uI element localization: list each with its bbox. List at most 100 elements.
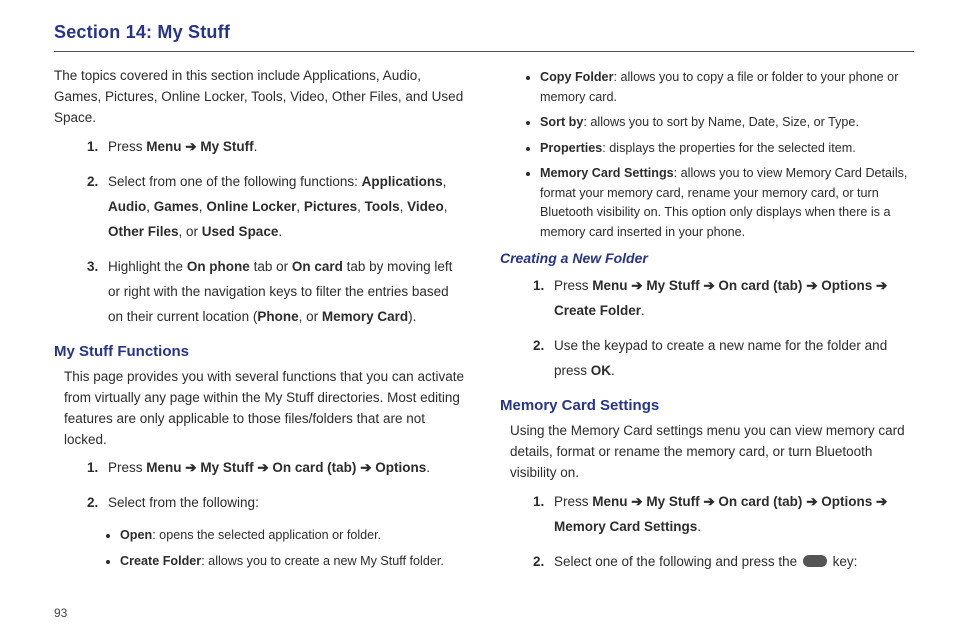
create-step-2: Use the keypad to create a new name for … [548, 334, 912, 384]
bold: Other Files [108, 224, 179, 239]
bold: Menu [592, 278, 627, 293]
heading-my-stuff-functions: My Stuff Functions [54, 340, 466, 363]
bullet-open: Open: opens the selected application or … [120, 526, 466, 546]
intro-steps: Press Menu ➔ My Stuff. Select from one o… [54, 135, 466, 330]
functions-intro: This page provides you with several func… [64, 367, 466, 451]
functions-step-1: Press Menu ➔ My Stuff ➔ On card (tab) ➔ … [102, 456, 466, 481]
text: , [296, 199, 304, 214]
bold: Menu [592, 494, 627, 509]
bullet-create-folder: Create Folder: allows you to create a ne… [120, 552, 466, 572]
bold: Pictures [304, 199, 357, 214]
text: , [443, 174, 447, 189]
bold: Options [375, 460, 426, 475]
ok-key-icon [803, 555, 827, 567]
bold: On card [292, 259, 343, 274]
bold: On card (tab) [718, 494, 802, 509]
bullet-properties: Properties: displays the properties for … [540, 139, 912, 159]
text: Select one of the following and press th… [554, 554, 801, 569]
bold: OK [591, 363, 611, 378]
intro-text: The topics covered in this section inclu… [54, 66, 466, 129]
text: Press [554, 278, 592, 293]
arrow-icon: ➔ [628, 278, 647, 293]
text: . [426, 460, 430, 475]
section-title: Section 14: My Stuff [54, 22, 914, 43]
bullet-copy-folder: Copy Folder: allows you to copy a file o… [540, 68, 912, 107]
text: Press [108, 460, 146, 475]
text: Highlight the [108, 259, 187, 274]
bold: My Stuff [646, 278, 699, 293]
bold: Used Space [202, 224, 279, 239]
text: Select from one of the following functio… [108, 174, 362, 189]
arrow-icon: ➔ [254, 460, 273, 475]
text: . [641, 303, 645, 318]
text: . [278, 224, 282, 239]
bold: On card (tab) [718, 278, 802, 293]
text: Press [108, 139, 146, 154]
functions-step-2: Select from the following: [102, 491, 466, 516]
memory-step-1: Press Menu ➔ My Stuff ➔ On card (tab) ➔ … [548, 490, 912, 540]
bold: Games [154, 199, 199, 214]
document-page: Section 14: My Stuff The topics covered … [0, 0, 954, 603]
bold: Menu [146, 460, 181, 475]
right-column: Copy Folder: allows you to copy a file o… [500, 66, 912, 585]
bold: Open [120, 528, 152, 542]
arrow-icon: ➔ [182, 139, 201, 154]
text: , or [299, 309, 322, 324]
functions-steps: Press Menu ➔ My Stuff ➔ On card (tab) ➔ … [54, 456, 466, 516]
bold: Sort by [540, 115, 583, 129]
bold: Properties [540, 141, 602, 155]
text: . [611, 363, 615, 378]
text: , or [179, 224, 202, 239]
page-number: 93 [54, 606, 67, 620]
bold: Copy Folder [540, 70, 613, 84]
bold: Audio [108, 199, 146, 214]
bold: Memory Card Settings [540, 166, 674, 180]
title-divider [54, 51, 914, 52]
memory-steps: Press Menu ➔ My Stuff ➔ On card (tab) ➔ … [500, 490, 912, 575]
bullet-memory-card-settings: Memory Card Settings: allows you to view… [540, 164, 912, 242]
bold: Online Locker [206, 199, 296, 214]
step-3: Highlight the On phone tab or On card ta… [102, 255, 466, 330]
heading-memory-card-settings: Memory Card Settings [500, 394, 912, 417]
step-1: Press Menu ➔ My Stuff. [102, 135, 466, 160]
step-2: Select from one of the following functio… [102, 170, 466, 245]
bold: Memory Card [322, 309, 408, 324]
bold: Phone [257, 309, 298, 324]
memory-intro: Using the Memory Card settings menu you … [510, 421, 912, 484]
arrow-icon: ➔ [872, 278, 887, 293]
arrow-icon: ➔ [802, 278, 821, 293]
text: Press [554, 494, 592, 509]
text: : allows you to sort by Name, Date, Size… [583, 115, 859, 129]
bold: Options [821, 278, 872, 293]
bold: Memory Card Settings [554, 519, 697, 534]
bold: On card (tab) [272, 460, 356, 475]
text: , [357, 199, 365, 214]
arrow-icon: ➔ [872, 494, 887, 509]
text: . [254, 139, 258, 154]
text: : opens the selected application or fold… [152, 528, 381, 542]
text: : allows you to create a new My Stuff fo… [201, 554, 444, 568]
memory-step-2: Select one of the following and press th… [548, 550, 912, 575]
bold: Video [407, 199, 444, 214]
create-folder-steps: Press Menu ➔ My Stuff ➔ On card (tab) ➔ … [500, 274, 912, 384]
bold: Applications [362, 174, 443, 189]
bold: Options [821, 494, 872, 509]
bold: Create Folder [554, 303, 641, 318]
bold: Tools [365, 199, 400, 214]
text: , [444, 199, 448, 214]
text: : displays the properties for the select… [602, 141, 855, 155]
bold: Menu [146, 139, 181, 154]
bold: Create Folder [120, 554, 201, 568]
arrow-icon: ➔ [700, 494, 719, 509]
text: ). [408, 309, 416, 324]
text: key: [829, 554, 858, 569]
bold: My Stuff [646, 494, 699, 509]
bullet-sort-by: Sort by: allows you to sort by Name, Dat… [540, 113, 912, 133]
functions-bullets-continued: Copy Folder: allows you to copy a file o… [500, 68, 912, 242]
text: , [146, 199, 154, 214]
bold: My Stuff [200, 139, 253, 154]
arrow-icon: ➔ [700, 278, 719, 293]
text: tab or [250, 259, 292, 274]
arrow-icon: ➔ [802, 494, 821, 509]
bold: My Stuff [200, 460, 253, 475]
